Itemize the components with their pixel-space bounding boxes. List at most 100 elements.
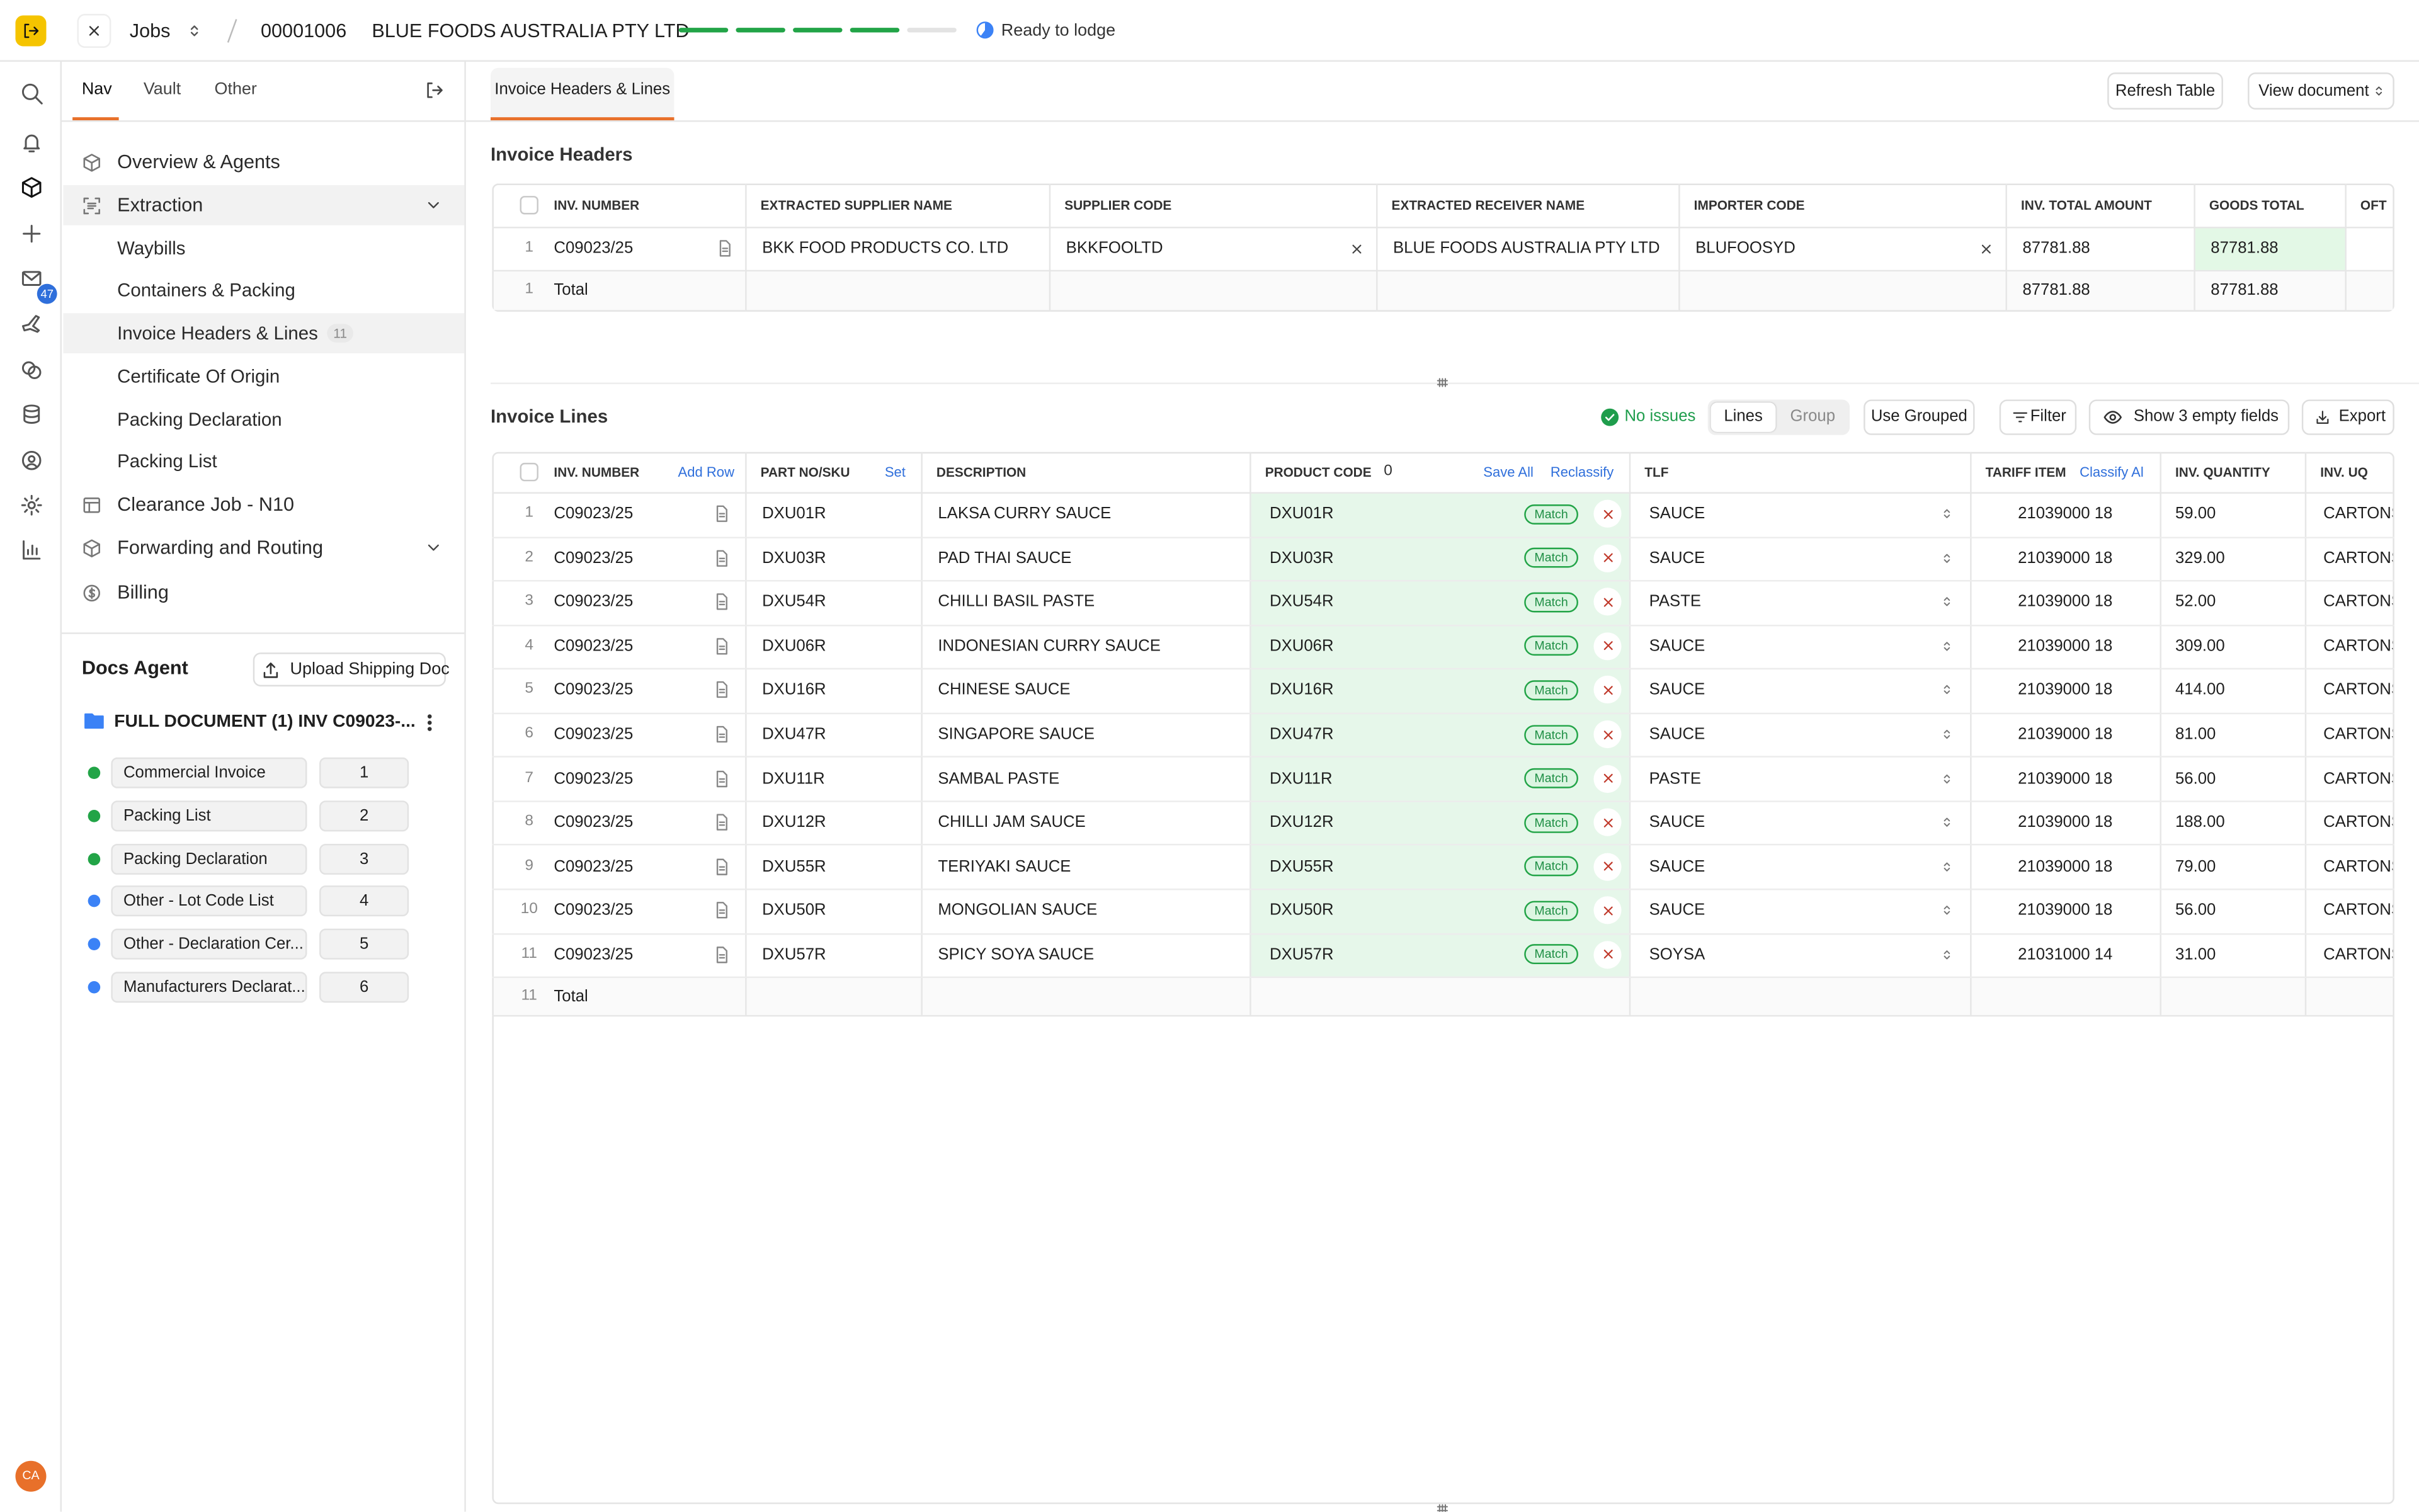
nav-item[interactable]: Forwarding and Routing: [117, 534, 323, 562]
reject-icon[interactable]: [1599, 902, 1616, 919]
folder-menu[interactable]: [419, 712, 439, 732]
match-pill[interactable]: Match: [1524, 680, 1578, 700]
doc-page[interactable]: 2: [319, 800, 409, 831]
sidebar-tab[interactable]: Vault: [144, 77, 181, 101]
sidebar-tab[interactable]: Nav: [82, 77, 112, 101]
jobs-switch[interactable]: [185, 21, 203, 40]
rail-icon[interactable]: [20, 357, 43, 380]
file-icon[interactable]: [713, 681, 731, 699]
nav-item[interactable]: Billing: [117, 579, 169, 606]
reject-icon[interactable]: [1599, 638, 1616, 655]
reject-icon[interactable]: [1599, 682, 1616, 699]
add-row[interactable]: Add Row: [678, 460, 734, 484]
checkbox[interactable]: [520, 463, 538, 481]
file-icon[interactable]: [713, 769, 731, 787]
file-icon[interactable]: [713, 593, 731, 611]
match-pill[interactable]: Match: [1524, 548, 1578, 568]
match-pill[interactable]: Match: [1524, 724, 1578, 744]
resize-handle[interactable]: [1435, 375, 1450, 390]
classify-all[interactable]: Classify All: [2080, 460, 2144, 484]
main-tab[interactable]: Invoice Headers & Lines: [491, 68, 674, 117]
file-icon[interactable]: [713, 857, 731, 875]
clear-value[interactable]: [1977, 240, 1994, 257]
reject-icon[interactable]: [1599, 814, 1616, 831]
reject-icon[interactable]: [1599, 506, 1616, 523]
jobs-menu[interactable]: Jobs: [130, 18, 171, 43]
doc-page[interactable]: 3: [319, 843, 409, 874]
tlf-select[interactable]: [1939, 946, 1954, 962]
file-icon[interactable]: [713, 637, 731, 656]
nav-expand[interactable]: [424, 196, 443, 214]
resize-handle[interactable]: [1435, 1501, 1450, 1511]
tlf-select[interactable]: [1939, 639, 1954, 654]
rail-icon[interactable]: [20, 311, 43, 334]
file-icon[interactable]: [713, 901, 731, 919]
clear-value[interactable]: [1348, 240, 1365, 257]
rail-icon[interactable]: [20, 448, 43, 472]
reject-icon[interactable]: [1599, 946, 1616, 963]
rail-icon[interactable]: [20, 130, 43, 154]
doc-name[interactable]: Other - Declaration Cer...: [111, 929, 307, 960]
rail-icon[interactable]: [20, 493, 43, 516]
nav-item[interactable]: Extraction: [117, 191, 203, 219]
tlf-select[interactable]: [1939, 859, 1954, 874]
toggle-option[interactable]: Group: [1790, 404, 1835, 429]
tlf-select[interactable]: [1939, 506, 1954, 521]
match-pill[interactable]: Match: [1524, 901, 1578, 921]
match-pill[interactable]: Match: [1524, 636, 1578, 656]
tlf-select[interactable]: [1939, 815, 1954, 830]
doc-name[interactable]: Packing Declaration: [111, 843, 307, 874]
reject-icon[interactable]: [1599, 594, 1616, 611]
doc-page[interactable]: 6: [319, 972, 409, 1003]
nav-item[interactable]: Packing List: [117, 447, 217, 475]
match-pill[interactable]: Match: [1524, 812, 1578, 833]
toggle-option[interactable]: Lines: [1724, 404, 1763, 429]
file-icon[interactable]: [713, 945, 731, 963]
match-pill[interactable]: Match: [1524, 856, 1578, 877]
rail-icon[interactable]: [20, 266, 43, 290]
reject-icon[interactable]: [1599, 726, 1616, 743]
collapse-sidebar[interactable]: [423, 79, 443, 99]
nav-item[interactable]: Containers & Packing: [117, 276, 295, 304]
tlf-select[interactable]: [1939, 550, 1954, 566]
reject-icon[interactable]: [1599, 550, 1616, 567]
file-icon[interactable]: [716, 239, 734, 258]
file-icon[interactable]: [713, 813, 731, 831]
file-icon[interactable]: [713, 725, 731, 743]
doc-name[interactable]: Manufacturers Declarat...: [111, 972, 307, 1003]
match-pill[interactable]: Match: [1524, 504, 1578, 524]
match-pill[interactable]: Match: [1524, 592, 1578, 612]
rail-icon[interactable]: [20, 538, 43, 561]
file-icon[interactable]: [713, 505, 731, 523]
nav-item[interactable]: Overview & Agents: [117, 148, 280, 176]
doc-name[interactable]: Packing List: [111, 800, 307, 831]
file-icon[interactable]: [713, 549, 731, 567]
reject-icon[interactable]: [1599, 858, 1616, 875]
nav-item[interactable]: Clearance Job - N10: [117, 491, 294, 518]
avatar[interactable]: CA: [15, 1461, 46, 1492]
checkbox[interactable]: [520, 196, 538, 214]
set-action[interactable]: Set: [885, 460, 906, 484]
doc-page[interactable]: 4: [319, 886, 409, 917]
reclassify[interactable]: Reclassify: [1551, 460, 1614, 484]
nav-item[interactable]: Packing Declaration: [117, 406, 282, 433]
doc-name[interactable]: Commercial Invoice: [111, 758, 307, 788]
close-icon[interactable]: [85, 21, 103, 40]
nav-item[interactable]: Waybills: [117, 234, 185, 262]
rail-icon[interactable]: [20, 402, 43, 425]
reject-icon[interactable]: [1599, 770, 1616, 787]
nav-item[interactable]: Certificate Of Origin: [117, 363, 280, 390]
tlf-select[interactable]: [1939, 683, 1954, 698]
match-pill[interactable]: Match: [1524, 768, 1578, 788]
rail-icon[interactable]: [20, 81, 43, 105]
nav-expand[interactable]: [424, 538, 443, 557]
tlf-select[interactable]: [1939, 727, 1954, 742]
match-pill[interactable]: Match: [1524, 945, 1578, 965]
tlf-select[interactable]: [1939, 594, 1954, 610]
doc-page[interactable]: 5: [319, 929, 409, 960]
tlf-select[interactable]: [1939, 903, 1954, 918]
tlf-select[interactable]: [1939, 771, 1954, 786]
save-all[interactable]: Save All: [1483, 460, 1534, 484]
nav-item[interactable]: Invoice Headers & Lines11: [117, 319, 353, 347]
refresh-button[interactable]: Refresh Table: [2107, 72, 2223, 110]
